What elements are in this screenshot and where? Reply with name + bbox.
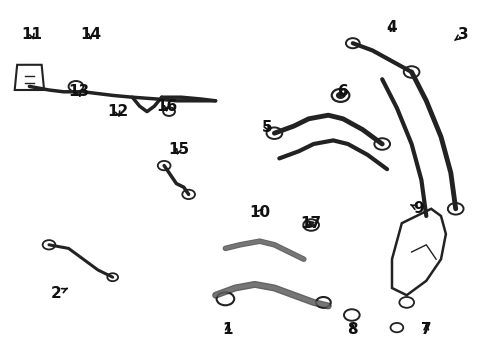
Text: 8: 8 bbox=[347, 322, 358, 337]
Text: 1: 1 bbox=[222, 322, 233, 337]
Text: 3: 3 bbox=[455, 27, 468, 42]
Text: 9: 9 bbox=[411, 201, 424, 216]
Text: 4: 4 bbox=[387, 19, 397, 35]
Text: 6: 6 bbox=[338, 84, 348, 99]
Text: 15: 15 bbox=[168, 142, 190, 157]
Circle shape bbox=[308, 222, 315, 228]
Text: 17: 17 bbox=[300, 216, 322, 231]
Text: 16: 16 bbox=[156, 99, 177, 114]
Text: 7: 7 bbox=[421, 322, 432, 337]
Text: 12: 12 bbox=[107, 104, 128, 119]
Text: 11: 11 bbox=[22, 27, 42, 42]
Text: 14: 14 bbox=[80, 27, 101, 42]
Text: 10: 10 bbox=[249, 205, 270, 220]
Text: 13: 13 bbox=[68, 84, 89, 99]
Text: 5: 5 bbox=[262, 120, 272, 135]
Text: 2: 2 bbox=[51, 286, 67, 301]
Circle shape bbox=[337, 93, 344, 98]
